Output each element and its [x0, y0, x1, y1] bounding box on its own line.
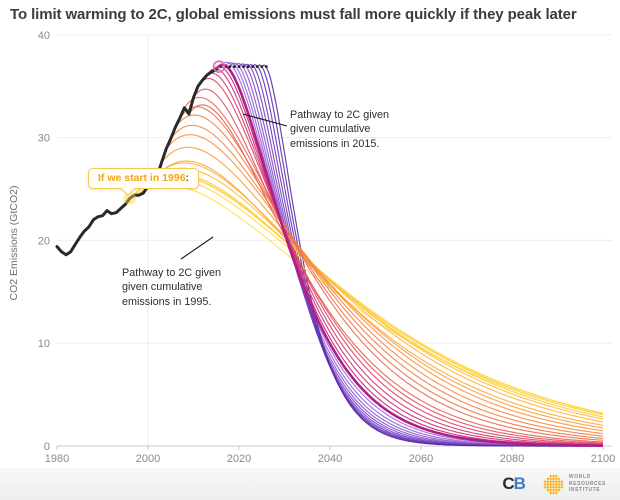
pathway-curve-2009 [188, 104, 604, 443]
annotation-leader-line [180, 236, 214, 260]
pathway-curve-2004 [165, 134, 604, 432]
wri-text-line: INSTITUTE [568, 487, 601, 494]
emissions-pathways-chart[interactable]: 1980 2000 2020 2040 2060 2080 2100 0 10 20 30 40 [0, 0, 620, 470]
wri-logo-text: WORLD RESOURCES INSTITUTE [569, 474, 606, 494]
plateau-dot [246, 65, 250, 69]
x-tick-label: 2040 [318, 453, 342, 465]
pathway-curve-2010 [193, 88, 604, 444]
pathway-curve-highlight-2015 [215, 63, 603, 447]
plateau-dot [219, 65, 223, 69]
x-tick-label: 2020 [227, 453, 251, 465]
carbon-brief-logo: CB [502, 474, 526, 494]
pathway-curve-2005 [170, 124, 604, 435]
x-tick-label: 2060 [409, 453, 433, 465]
pathway-curve-2016 [220, 61, 604, 447]
annotation-leader-line [242, 113, 288, 127]
y-tick-label: 0 [44, 441, 50, 453]
y-tick-label: 20 [38, 235, 50, 247]
x-tick-label: 2080 [500, 453, 524, 465]
historical-emissions-line [55, 68, 218, 257]
plateau-dot [251, 65, 255, 69]
pathway-curve-2011 [197, 77, 604, 445]
x-tick-label: 2100 [591, 453, 615, 465]
pathway-curve-2017 [224, 62, 603, 447]
y-tick-label: 30 [38, 133, 50, 145]
x-tick-label: 2000 [136, 453, 160, 465]
start-year-tooltip: If we start in 1996: [88, 168, 200, 197]
annotation-pathway-1995: Pathway to 2C given given cumulative emi… [122, 267, 222, 308]
plateau-dot [242, 65, 245, 69]
annotation-pathway-2015: Pathway to 2C given given cumulative emi… [290, 109, 390, 150]
tooltip-label: If we start in 1996 [98, 172, 186, 184]
pathway-curve-2001 [152, 162, 604, 423]
plateau-dot [237, 65, 241, 69]
tooltip-colon: : [185, 172, 190, 184]
wri-text-line: WORLD [568, 474, 591, 481]
peak-marker [212, 60, 226, 73]
plateau-dot [264, 65, 268, 69]
y-tick-label: 10 [38, 338, 50, 350]
pathway-curve-2000 [147, 167, 604, 420]
pathway-curve-1999 [142, 174, 604, 418]
pathway-curve-2007 [179, 106, 604, 439]
plateau-dot [255, 65, 259, 69]
plateau-dot [260, 65, 264, 69]
y-tick-label: 40 [38, 30, 50, 42]
wri-logo: WORLD RESOURCES INSTITUTE [543, 474, 606, 495]
cb-logo-c: C [502, 474, 514, 493]
plateau-dot [228, 65, 232, 69]
pathway-curve-2006 [174, 114, 604, 437]
pathway-curve-1998 [138, 175, 604, 416]
plateau-dot [233, 65, 236, 69]
x-tick-label: 1980 [45, 453, 69, 465]
wri-sunburst-icon [543, 474, 564, 494]
chart-title: To limit warming to 2C, global emissions… [10, 6, 577, 23]
pathway-curve-2008 [183, 96, 604, 441]
cb-logo-b: B [513, 474, 526, 493]
wri-text-line: RESOURCES [568, 480, 606, 487]
footer-bar: CB WORLD RESOURCES INSTITUTE [0, 468, 620, 500]
pathway-curve-2014 [211, 65, 603, 446]
y-axis-title: CO2 Emissions (GtCO2) [8, 185, 20, 301]
pathway-curve-2012 [202, 72, 604, 446]
pathway-curve-2003 [161, 146, 604, 429]
pathway-curve-2002 [156, 160, 604, 426]
